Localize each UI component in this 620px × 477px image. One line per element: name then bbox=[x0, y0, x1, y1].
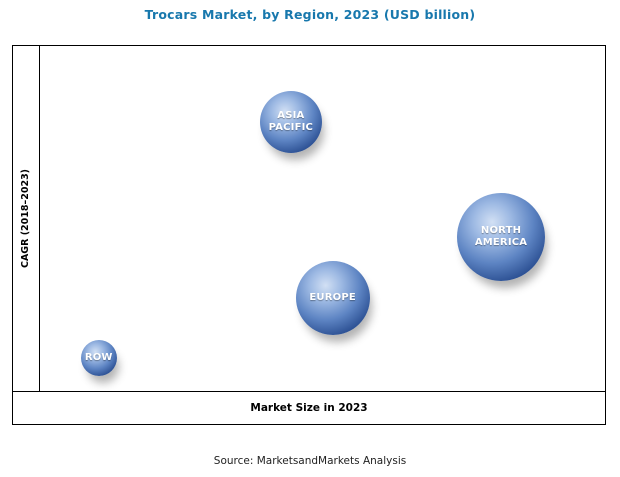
x-axis-label: Market Size in 2023 bbox=[250, 402, 368, 414]
x-axis-label-strip: Market Size in 2023 bbox=[13, 391, 605, 424]
chart-frame: CAGR (2018–2023) ASIA PACIFIC NORTH AMERI… bbox=[12, 45, 606, 425]
bubble-row: ROW bbox=[80, 340, 117, 377]
bubble-asia-pacific: ASIA PACIFIC bbox=[259, 91, 322, 154]
bubble-label: NORTH AMERICA bbox=[474, 225, 528, 249]
y-axis-label: CAGR (2018–2023) bbox=[20, 168, 32, 269]
source-note: Source: MarketsandMarkets Analysis bbox=[213, 455, 407, 467]
bubble-europe: EUROPE bbox=[295, 260, 370, 335]
chart-title: Trocars Market, by Region, 2023 (USD bil… bbox=[144, 7, 476, 22]
bubble-label: ROW bbox=[84, 352, 113, 364]
bubble-north-america: NORTH AMERICA bbox=[457, 193, 546, 282]
bubble-label: EUROPE bbox=[309, 291, 356, 303]
chart-body: CAGR (2018–2023) ASIA PACIFIC NORTH AMERI… bbox=[13, 46, 605, 391]
plot-area: ASIA PACIFIC NORTH AMERICA EUROPE ROW bbox=[39, 46, 605, 391]
y-axis-label-strip: CAGR (2018–2023) bbox=[13, 46, 39, 391]
bubble-label: ASIA PACIFIC bbox=[268, 110, 314, 134]
